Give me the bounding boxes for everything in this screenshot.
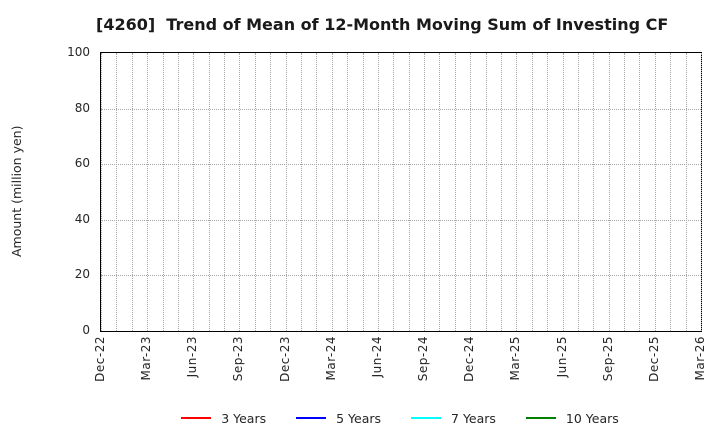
gridline-vertical [301,53,302,331]
gridline-vertical [593,53,595,331]
gridline-vertical [101,53,102,331]
gridline-vertical [208,53,210,331]
x-tick-label: Mar-26 [693,336,707,381]
gridline-vertical [501,53,502,331]
x-tick-label: Jun-24 [369,336,384,378]
gridline-vertical [116,53,118,331]
gridline-vertical [439,53,441,331]
y-tick-label: 100 [67,45,90,59]
gridline-vertical [639,53,641,331]
gridline-horizontal [101,219,701,221]
plot-area [100,52,702,332]
gridline-vertical [685,53,687,331]
x-tick-label: Mar-25 [508,336,523,381]
y-tick-label: 40 [74,211,90,226]
gridline-vertical [516,53,518,331]
gridline-vertical [362,53,364,331]
gridline-horizontal [101,164,701,166]
legend-line-swatch [181,416,212,420]
legend-item-10-years: 10 Years [525,410,619,426]
gridline-vertical [270,53,272,331]
gridline-vertical [701,53,702,331]
gridline-vertical [547,53,549,331]
legend: 3 Years 5 Years 7 Years 10 Years [80,408,720,428]
gridline-horizontal [101,108,701,110]
x-tick-label: Mar-24 [323,336,338,381]
legend-label: 3 Years [221,410,267,426]
x-tick-label: Dec-24 [462,336,477,382]
x-tick-label: Dec-22 [93,336,107,382]
gridline-vertical [193,53,195,331]
gridline-vertical [162,53,164,331]
gridline-vertical [470,53,472,331]
gridline-vertical [577,53,579,331]
x-tick-label: Mar-23 [139,336,154,381]
gridline-vertical [254,53,256,331]
y-tick-label: 20 [74,267,90,282]
x-tick-label: Dec-25 [646,336,661,382]
gridline-vertical [654,53,656,331]
gridline-vertical [131,53,133,331]
gridline-vertical [608,53,610,331]
gridline-vertical [485,53,487,331]
x-tick-label: Sep-25 [600,336,615,382]
legend-label: 5 Years [336,410,382,426]
legend-line-swatch [296,416,327,420]
gridline-vertical [239,53,241,331]
gridline-vertical [147,53,149,331]
gridline-vertical [562,53,564,331]
x-tick-label: Dec-23 [277,336,292,382]
legend-label: 7 Years [451,410,496,426]
gridline-vertical [424,53,426,331]
gridline-vertical [454,53,456,331]
legend-item-3-years: 3 Years [181,411,266,426]
gridline-vertical [624,53,626,331]
gridline-vertical [177,53,179,331]
y-axis-label: Amount (million yen) [9,125,24,257]
gridline-vertical [670,53,672,331]
x-tick-label: Sep-24 [416,336,431,382]
gridline-vertical [408,53,410,331]
gridline-vertical [331,53,333,331]
y-tick-label: 0 [82,323,90,337]
y-tick-label: 80 [74,100,90,115]
x-tick-label: Jun-25 [554,336,569,378]
gridline-vertical [316,53,318,331]
gridline-vertical [285,53,287,331]
x-tick-label: Sep-23 [231,336,246,382]
gridline-vertical [377,53,379,331]
gridline-vertical [531,53,533,331]
legend-item-7-years: 7 Years [411,411,496,426]
gridline-horizontal [101,275,701,277]
legend-line-swatch [411,416,442,420]
gridline-vertical [347,53,349,331]
legend-label: 10 Years [565,410,619,426]
gridline-vertical [393,53,395,331]
legend-line-swatch [525,416,556,420]
gridline-vertical [224,53,226,331]
chart-title: [4260] Trend of Mean of 12-Month Moving … [96,15,669,34]
x-tick-label: Jun-23 [185,336,200,378]
y-tick-label: 60 [74,156,90,171]
legend-item-5-years: 5 Years [296,411,381,426]
